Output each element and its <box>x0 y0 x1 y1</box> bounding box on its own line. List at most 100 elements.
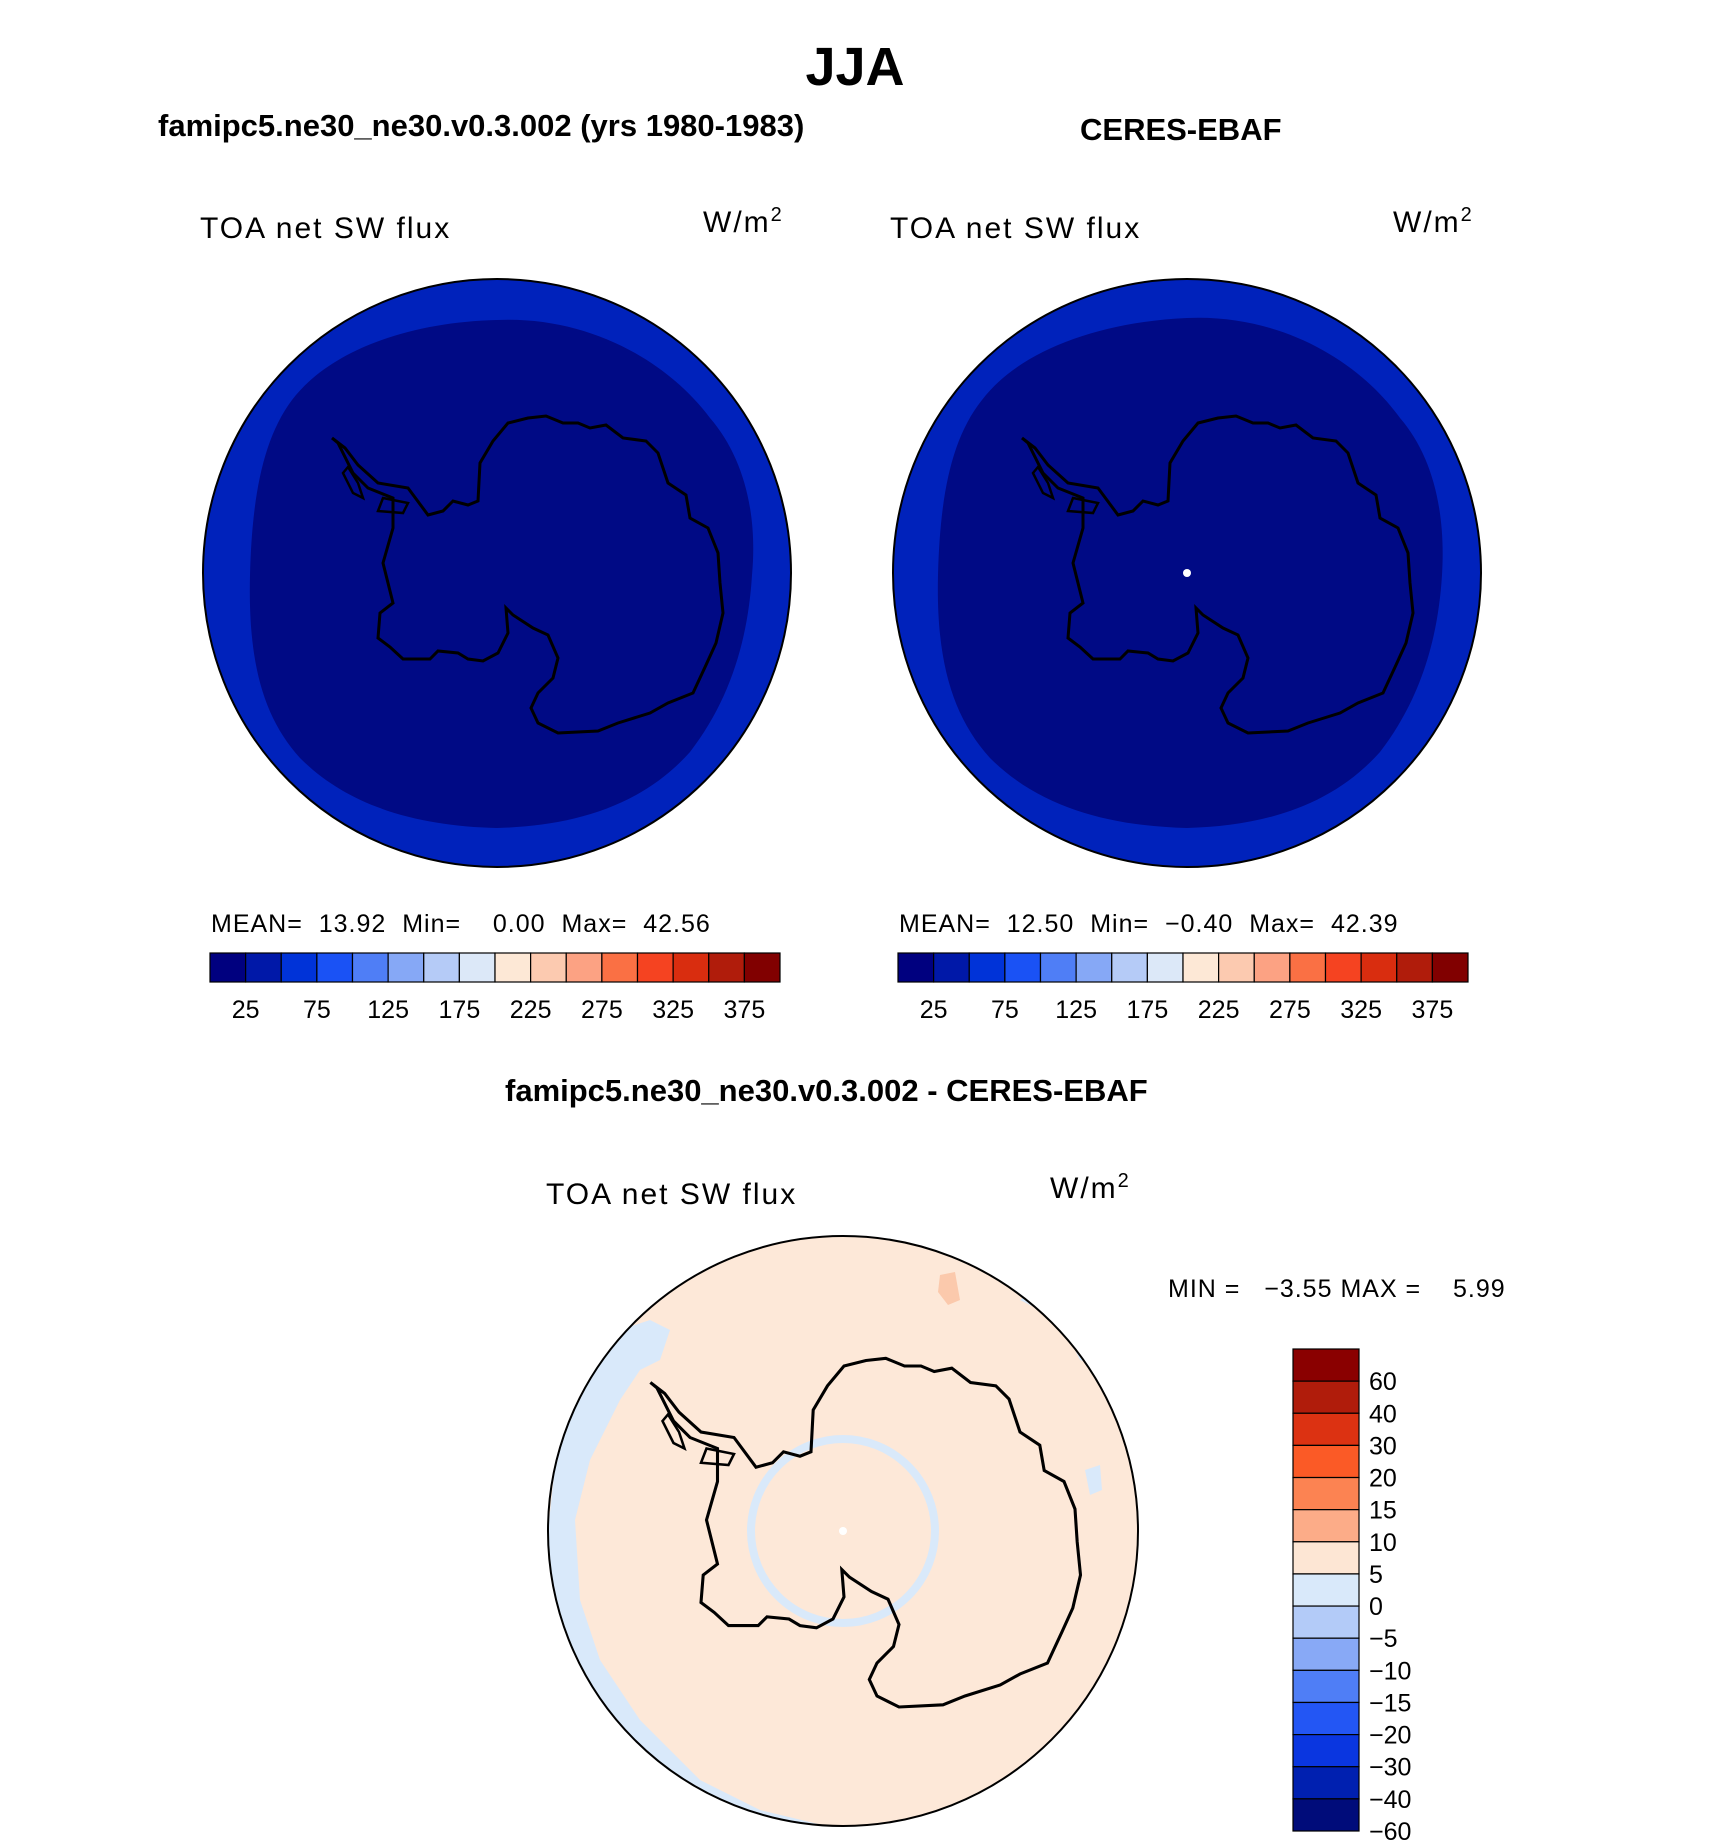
main-title: JJA <box>805 37 905 97</box>
colorbar-tick-label: 75 <box>991 996 1019 1024</box>
panel-1-stats: MEAN= 13.92 Min= 0.00 Max= 42.56 <box>211 910 711 938</box>
colorbar-swatch <box>636 952 674 983</box>
diff-colorbar-swatch <box>1292 1412 1360 1447</box>
diff-colorbar-swatch <box>1292 1509 1360 1543</box>
colorbar-tick-label: 225 <box>510 996 552 1024</box>
diff-title: famipc5.ne30_ne30.v0.3.002 - CERES-EBAF <box>505 1073 1148 1108</box>
panel-2-title: CERES-EBAF <box>1080 112 1282 147</box>
colorbar-swatch <box>1111 952 1148 983</box>
colorbar-tick-label: 275 <box>1269 996 1311 1024</box>
colorbar-swatch <box>1004 952 1042 983</box>
colorbar-swatch <box>1182 952 1220 983</box>
panel-2-map <box>892 278 1482 868</box>
colorbar-swatch <box>530 952 567 983</box>
panel-1-title: famipc5.ne30_ne30.v0.3.002 (yrs 1980-198… <box>158 108 805 143</box>
colorbar-swatch <box>1431 952 1469 983</box>
diff-variable: TOA net SW flux <box>546 1178 798 1211</box>
diff-colorbar-tick-label: −40 <box>1369 1786 1411 1814</box>
diff-map <box>547 1235 1139 1827</box>
colorbar-swatch <box>245 952 282 983</box>
colorbar-swatch <box>351 952 389 983</box>
diff-colorbar-tick-label: −60 <box>1369 1818 1411 1840</box>
panel-2-units: W/m2 <box>1393 204 1474 239</box>
diff-colorbar-tick-label: 20 <box>1369 1465 1397 1493</box>
colorbar-tick-label: 125 <box>367 996 409 1024</box>
diff-colorbar-tick-label: 5 <box>1369 1561 1383 1589</box>
diff-colorbar-tick-label: 10 <box>1369 1529 1397 1557</box>
diff-negative-west <box>548 1320 843 1826</box>
diff-stats: MIN = −3.55 MAX = 5.99 <box>1168 1275 1506 1303</box>
diff-ring-feature <box>747 1435 939 1627</box>
diff-colorbar: 60 40 30 20 15 10 5 0 −5 −10 −15 −20 −30 −40 −60 <box>1292 1348 1411 1840</box>
diff-colorbar-swatch <box>1292 1766 1360 1800</box>
diff-colorbar-tick-label: −20 <box>1369 1722 1411 1750</box>
colorbar-swatch <box>1253 952 1291 983</box>
diff-colorbar-swatch <box>1292 1380 1360 1414</box>
panel-2-colorbar: 25 75 125 175 225 275 325 375 <box>897 952 1469 1024</box>
colorbar-tick-label: 175 <box>439 996 481 1024</box>
colorbar-swatch <box>1360 952 1398 983</box>
panel-1-units: W/m2 <box>703 204 784 239</box>
colorbar-swatch <box>601 952 639 983</box>
diff-colorbar-swatch <box>1292 1701 1360 1736</box>
diff-colorbar-tick-label: −10 <box>1369 1657 1411 1685</box>
colorbar-tick-label: 25 <box>232 996 260 1024</box>
panel-1-inner-field <box>249 319 754 828</box>
diff-colorbar-tick-label: 0 <box>1369 1593 1383 1621</box>
colorbar-swatch <box>1396 952 1433 983</box>
colorbar-swatch <box>494 952 532 983</box>
colorbar-swatch <box>1324 952 1362 983</box>
diff-colorbar-tick-label: 60 <box>1369 1368 1397 1396</box>
colorbar-swatch <box>1039 952 1077 983</box>
diff-colorbar-swatch <box>1292 1444 1360 1479</box>
colorbar-swatch <box>1218 952 1255 983</box>
colorbar-swatch <box>708 952 745 983</box>
diff-colorbar-tick-label: −5 <box>1369 1625 1398 1653</box>
diff-colorbar-swatch <box>1292 1669 1360 1704</box>
colorbar-swatch <box>316 952 354 983</box>
colorbar-tick-label: 375 <box>724 996 766 1024</box>
colorbar-swatch <box>565 952 603 983</box>
panel-1-colorbar: 25 75 125 175 225 275 325 375 <box>209 952 781 1024</box>
diff-colorbar-tick-label: 40 <box>1369 1400 1397 1428</box>
diff-units: W/m2 <box>1050 1170 1131 1205</box>
colorbar-tick-label: 75 <box>303 996 331 1024</box>
diff-colorbar-swatch <box>1292 1573 1360 1607</box>
colorbar-swatch <box>1146 952 1184 983</box>
colorbar-swatch <box>933 952 970 983</box>
colorbar-tick-label: 25 <box>920 996 948 1024</box>
colorbar-swatch <box>280 952 318 983</box>
colorbar-swatch <box>897 952 935 983</box>
diff-colorbar-swatch <box>1292 1541 1360 1575</box>
colorbar-tick-label: 325 <box>652 996 694 1024</box>
colorbar-swatch <box>209 952 247 983</box>
colorbar-swatch <box>968 952 1006 983</box>
colorbar-swatch <box>387 952 425 983</box>
colorbar-swatch <box>458 952 496 983</box>
colorbar-swatch <box>672 952 710 983</box>
panel-2-variable: TOA net SW flux <box>890 212 1142 245</box>
diff-colorbar-tick-label: 15 <box>1369 1497 1397 1525</box>
colorbar-swatch <box>1075 952 1113 983</box>
diff-colorbar-swatch <box>1292 1637 1360 1671</box>
colorbar-swatch <box>1289 952 1327 983</box>
colorbar-tick-label: 125 <box>1055 996 1097 1024</box>
diff-colorbar-swatch <box>1292 1476 1360 1511</box>
panel-1-map <box>202 278 792 868</box>
colorbar-tick-label: 175 <box>1127 996 1169 1024</box>
diff-colorbar-swatch <box>1292 1605 1360 1639</box>
diff-colorbar-swatch <box>1292 1348 1360 1382</box>
panel-2-pole-point <box>1183 569 1191 577</box>
diff-colorbar-swatch <box>1292 1733 1360 1768</box>
diff-colorbar-tick-label: −15 <box>1369 1689 1411 1717</box>
colorbar-tick-label: 375 <box>1412 996 1454 1024</box>
colorbar-tick-label: 325 <box>1340 996 1382 1024</box>
panel-1-variable: TOA net SW flux <box>200 212 452 245</box>
panel-2-stats: MEAN= 12.50 Min= −0.40 Max= 42.39 <box>899 910 1399 938</box>
diff-colorbar-swatch <box>1292 1798 1360 1832</box>
diff-colorbar-tick-label: −30 <box>1369 1754 1411 1782</box>
diff-colorbar-tick-label: 30 <box>1369 1432 1397 1460</box>
colorbar-tick-label: 275 <box>581 996 623 1024</box>
colorbar-swatch <box>743 952 781 983</box>
